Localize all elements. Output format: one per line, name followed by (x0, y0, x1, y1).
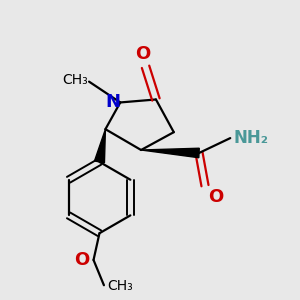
Text: CH₃: CH₃ (62, 73, 88, 87)
Polygon shape (141, 148, 199, 158)
Text: O: O (208, 188, 223, 206)
Polygon shape (94, 129, 105, 163)
Text: O: O (74, 251, 89, 269)
Text: O: O (135, 45, 150, 63)
Text: NH₂: NH₂ (234, 128, 269, 146)
Text: CH₃: CH₃ (107, 279, 133, 293)
Text: N: N (105, 93, 120, 111)
